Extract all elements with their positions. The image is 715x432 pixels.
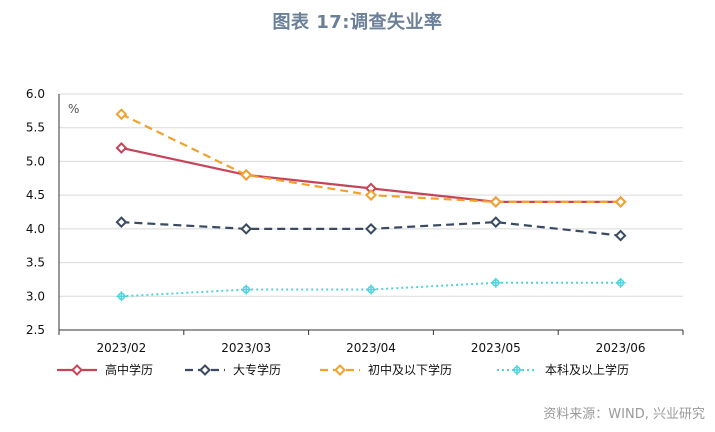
data-point [615, 277, 626, 288]
legend-swatch-marker [71, 364, 83, 376]
y-tick-label: 5.5 [26, 121, 45, 135]
y-tick-label: 6.0 [26, 87, 45, 101]
legend-item: 大专学历 [185, 362, 281, 377]
data-point [490, 277, 501, 288]
y-tick-label: 3.5 [26, 256, 45, 270]
data-point [489, 195, 502, 208]
x-tick-label: 2023/03 [221, 341, 271, 355]
data-point [614, 229, 627, 242]
legend-swatch-marker [334, 364, 346, 376]
data-point [240, 222, 253, 235]
data-point [614, 195, 627, 208]
series-line [121, 281, 621, 298]
y-tick-label: 3.0 [26, 289, 45, 303]
data-point [115, 216, 128, 229]
y-axis-ticks: 6.0 5.5 5.0 4.5 4.0 3.5 3.0 2.5 [26, 87, 45, 337]
data-point [241, 284, 252, 295]
x-tick-label: 2023/02 [96, 341, 146, 355]
data-point [489, 216, 502, 229]
legend-label: 本科及以上学历 [545, 362, 629, 377]
data-point [366, 284, 376, 295]
x-tick-label: 2023/04 [346, 341, 396, 355]
legend-item: 初中及以下学历 [320, 362, 452, 377]
y-tick-label: 2.5 [26, 323, 45, 337]
data-point [365, 189, 377, 202]
y-tick-label: 5.0 [26, 154, 45, 168]
data-point [365, 222, 377, 235]
data-point [116, 291, 127, 302]
x-tick-label: 2023/06 [596, 341, 646, 355]
legend-label: 初中及以下学历 [368, 362, 452, 377]
data-point [240, 169, 253, 181]
y-tick-label: 4.0 [26, 222, 45, 236]
unit-label: % [68, 102, 79, 116]
series-3 [115, 108, 627, 208]
legend-swatch-marker [199, 364, 211, 376]
chart-title: 图表 17:调查失业率 [272, 12, 443, 33]
series-4 [116, 277, 626, 302]
x-axis: 2023/02 2023/03 2023/04 2023/05 2023/06 [58, 94, 684, 355]
y-tick-label: 4.5 [26, 188, 45, 202]
legend-label: 高中学历 [105, 362, 153, 377]
series-lines [115, 108, 627, 302]
legend-label: 大专学历 [233, 362, 281, 377]
legend-item: 高中学历 [57, 362, 153, 377]
legend: 高中学历 大专学历 初中及以下学历 本科及以上学历 [57, 362, 629, 377]
legend-item: 本科及以上学历 [497, 362, 629, 377]
data-point [115, 142, 128, 154]
data-point [115, 108, 128, 121]
source-note: 资料来源：WIND, 兴业研究 [543, 407, 705, 422]
x-tick-label: 2023/05 [471, 341, 521, 355]
legend-swatch-marker [512, 365, 522, 375]
series-2 [115, 216, 627, 242]
